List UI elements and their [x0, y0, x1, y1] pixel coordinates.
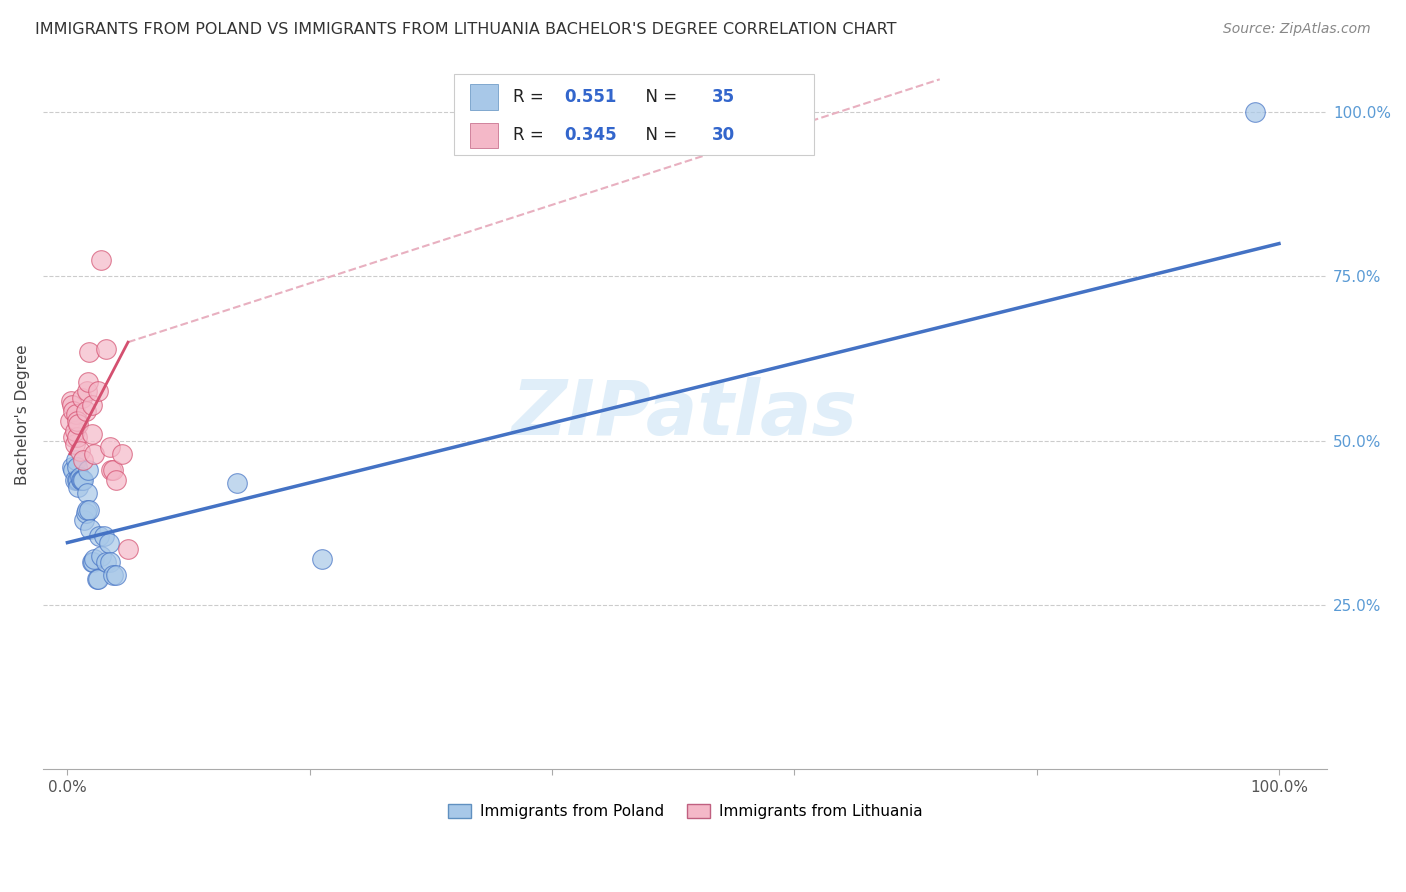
Point — [103, 463, 125, 477]
Point — [80, 398, 103, 412]
Point — [117, 542, 139, 557]
Point — [65, 408, 87, 422]
FancyBboxPatch shape — [470, 85, 498, 110]
Point — [86, 572, 108, 586]
Point — [98, 440, 121, 454]
Point — [59, 414, 82, 428]
Text: 0.551: 0.551 — [565, 88, 617, 106]
Point — [60, 460, 83, 475]
Point — [77, 463, 100, 477]
FancyBboxPatch shape — [470, 123, 498, 148]
Point — [72, 453, 94, 467]
Point — [70, 473, 93, 487]
Point — [62, 404, 84, 418]
Point — [67, 473, 90, 487]
Point — [69, 470, 91, 484]
Point — [98, 555, 121, 569]
Text: IMMIGRANTS FROM POLAND VS IMMIGRANTS FROM LITHUANIA BACHELOR'S DEGREE CORRELATIO: IMMIGRANTS FROM POLAND VS IMMIGRANTS FRO… — [35, 22, 897, 37]
Point — [86, 572, 108, 586]
Point — [80, 427, 103, 442]
Point — [90, 549, 112, 563]
Text: ZIPatlas: ZIPatlas — [512, 377, 858, 451]
Point — [104, 568, 127, 582]
Text: N =: N = — [636, 88, 682, 106]
Point — [63, 424, 86, 438]
Point — [62, 463, 84, 477]
Point — [66, 430, 89, 444]
Point — [66, 473, 89, 487]
Point — [63, 437, 86, 451]
Point — [103, 568, 125, 582]
Point — [82, 555, 104, 569]
Point — [70, 391, 93, 405]
Point — [79, 523, 101, 537]
Point — [96, 555, 118, 569]
Point — [63, 473, 86, 487]
Point — [60, 398, 83, 412]
Point — [76, 502, 98, 516]
Point — [311, 552, 333, 566]
Point — [1243, 105, 1265, 120]
Point — [69, 473, 91, 487]
Point — [76, 486, 98, 500]
Point — [76, 384, 98, 399]
Point — [69, 443, 91, 458]
Text: Source: ZipAtlas.com: Source: ZipAtlas.com — [1223, 22, 1371, 37]
Point — [90, 253, 112, 268]
Point — [66, 414, 89, 428]
Point — [100, 463, 122, 477]
Point — [97, 535, 120, 549]
Text: R =: R = — [513, 127, 550, 145]
Legend: Immigrants from Poland, Immigrants from Lithuania: Immigrants from Poland, Immigrants from … — [441, 798, 929, 825]
Text: N =: N = — [636, 127, 682, 145]
Point — [66, 460, 89, 475]
Point — [73, 513, 96, 527]
Point — [77, 502, 100, 516]
Text: R =: R = — [513, 88, 550, 106]
Point — [75, 404, 97, 418]
Point — [77, 375, 100, 389]
Text: 0.345: 0.345 — [565, 127, 617, 145]
Point — [83, 552, 105, 566]
Point — [111, 447, 134, 461]
Point — [226, 476, 249, 491]
Point — [87, 529, 110, 543]
Point — [60, 394, 83, 409]
Point — [62, 430, 84, 444]
Y-axis label: Bachelor's Degree: Bachelor's Degree — [15, 344, 30, 484]
Point — [65, 453, 87, 467]
Point — [72, 473, 94, 487]
Point — [67, 417, 90, 432]
Point — [86, 384, 108, 399]
Point — [77, 345, 100, 359]
Point — [80, 555, 103, 569]
Text: 30: 30 — [713, 127, 735, 145]
Point — [75, 506, 97, 520]
Point — [67, 480, 90, 494]
Point — [104, 473, 127, 487]
Point — [96, 342, 118, 356]
Text: 35: 35 — [713, 88, 735, 106]
Point — [83, 447, 105, 461]
Point — [93, 529, 115, 543]
FancyBboxPatch shape — [454, 74, 814, 155]
